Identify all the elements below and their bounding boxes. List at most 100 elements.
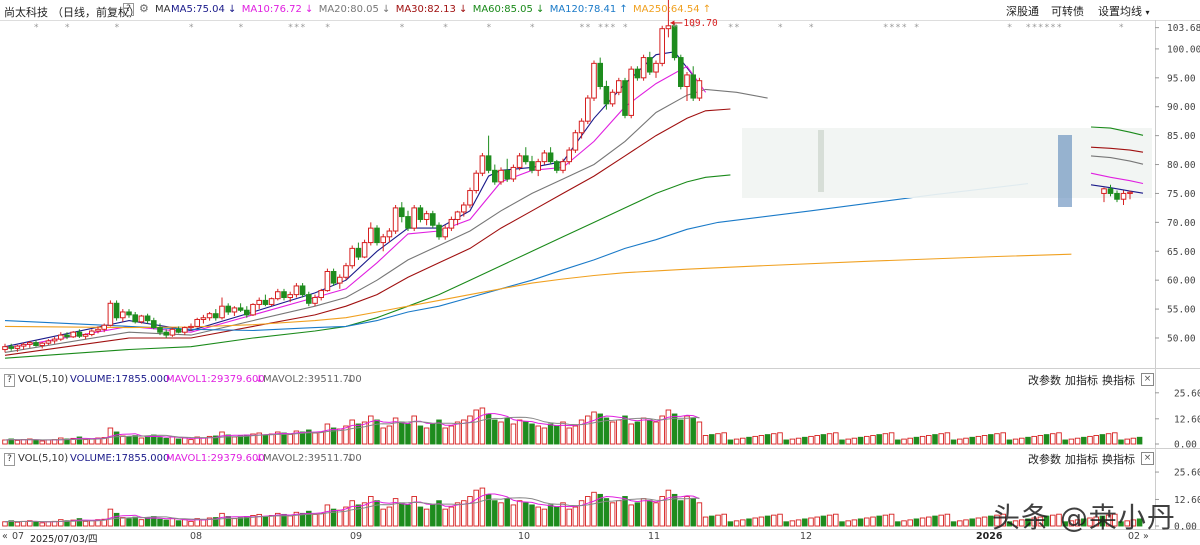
mavol2-value: MAVOL2:39511.700: [263, 453, 362, 464]
volume-bar: [1019, 437, 1025, 445]
volume-bar: [157, 437, 163, 445]
event-star-icon: *: [325, 23, 330, 33]
candle-body: [442, 227, 448, 238]
volume-bar: [144, 517, 151, 527]
volume-bar: [423, 427, 430, 445]
volume-bar: [653, 502, 659, 527]
convertible-bond-button[interactable]: 可转债: [1051, 5, 1084, 18]
volume-bar: [448, 425, 455, 445]
volume-bar: [82, 520, 89, 527]
event-star-icon: *: [902, 23, 907, 33]
volume-bar: [268, 515, 275, 527]
volume-bar: [535, 506, 541, 527]
event-star-icon: *: [735, 23, 740, 33]
help-icon[interactable]: ?: [123, 3, 134, 16]
candle-body: [671, 25, 678, 59]
candle-body: [355, 247, 362, 258]
volume-bar: [1087, 517, 1093, 527]
vol-indicator-name: VOL(5,10): [18, 374, 69, 385]
x-label: 09: [350, 531, 363, 542]
ma-tail-ma5: [1090, 184, 1144, 194]
volume-bar: [907, 519, 913, 527]
ma-legend-3: MA30:82.13 ↓: [395, 4, 468, 15]
volume-bar: [950, 521, 957, 527]
chart-header: 尚太科技 （日线，前复权） ? ⚙ MA MA5:75.04 ↓ MA10:76.…: [0, 0, 1200, 20]
volume-bar: [944, 432, 951, 445]
volume-bar: [820, 434, 827, 445]
edit-params-button[interactable]: 改参数: [1028, 374, 1061, 387]
event-star-icon: *: [487, 23, 492, 33]
candle-body: [572, 132, 579, 151]
event-star-icon: *: [288, 23, 293, 33]
volume-bar: [926, 435, 932, 445]
close-icon[interactable]: ×: [1141, 373, 1154, 386]
ma-settings-button[interactable]: 设置均线 ▾: [1098, 5, 1150, 18]
volume-bar: [293, 430, 300, 445]
volume-bar: [1074, 519, 1081, 527]
hk-connect-button[interactable]: 深股通: [1006, 5, 1039, 18]
volume-bar: [392, 417, 399, 445]
candle-body: [337, 276, 343, 284]
candle-body: [225, 305, 231, 313]
volume-bar: [1006, 439, 1013, 445]
volume-bar: [659, 415, 665, 445]
help-icon[interactable]: ?: [4, 374, 15, 387]
add-indicator-button[interactable]: 加指标: [1065, 453, 1098, 466]
volume-bar: [702, 435, 709, 445]
close-icon[interactable]: ×: [1141, 452, 1154, 465]
candle-body: [541, 152, 548, 163]
candle-body: [82, 334, 89, 337]
volume-bar: [405, 423, 411, 445]
volume-bar: [343, 506, 349, 527]
candle-body: [107, 302, 114, 326]
volume-bar: [306, 510, 312, 527]
event-star-icon: *: [914, 23, 919, 33]
volume-bar: [1062, 439, 1068, 445]
gear-icon[interactable]: ⚙: [139, 2, 149, 15]
volume-bar: [454, 502, 461, 527]
volume-bar: [39, 522, 45, 527]
switch-indicator-button[interactable]: 换指标: [1102, 374, 1135, 387]
volume-bar: [45, 521, 52, 527]
switch-indicator-button[interactable]: 换指标: [1102, 453, 1135, 466]
volume-bar: [132, 516, 138, 527]
candle-body: [45, 340, 52, 344]
volume-bar: [802, 436, 808, 445]
volume-bar: [33, 521, 39, 527]
candle-body: [529, 161, 535, 171]
volume-bar: [541, 427, 548, 445]
volume-bar: [194, 436, 200, 445]
scroll-left-icon[interactable]: «: [2, 531, 8, 542]
volume-bar: [640, 498, 647, 527]
volume-bar: [275, 512, 281, 527]
volume-bar: [194, 518, 200, 527]
ma-line-ma60: [4, 174, 731, 359]
event-star-icon: *: [809, 23, 814, 33]
volume-bar: [430, 504, 436, 527]
volume-bar: [436, 419, 442, 445]
volume-bar: [256, 432, 262, 445]
volume-bar: [907, 437, 913, 445]
volume-bar: [963, 519, 969, 527]
volume-bar: [957, 438, 963, 445]
volume-bar: [2, 521, 8, 527]
price-tick-label: 100.00: [1167, 44, 1200, 55]
help-icon[interactable]: ?: [4, 453, 15, 466]
volume-bar: [622, 415, 628, 445]
scroll-right-icon[interactable]: »: [1143, 531, 1149, 542]
volume-bar: [783, 521, 789, 527]
volume-bar: [566, 508, 572, 527]
volume-bar: [386, 506, 393, 527]
volume-bar: [969, 518, 975, 527]
candle-body: [51, 338, 58, 342]
candle-body: [386, 230, 393, 238]
volume-bar: [8, 520, 14, 527]
candle-body: [27, 342, 33, 345]
volume-bar: [126, 518, 132, 527]
add-indicator-button[interactable]: 加指标: [1065, 374, 1098, 387]
edit-params-button[interactable]: 改参数: [1028, 453, 1061, 466]
volume-bar: [684, 496, 690, 527]
volume-bar: [752, 517, 758, 527]
event-star-icon: *: [611, 23, 616, 33]
